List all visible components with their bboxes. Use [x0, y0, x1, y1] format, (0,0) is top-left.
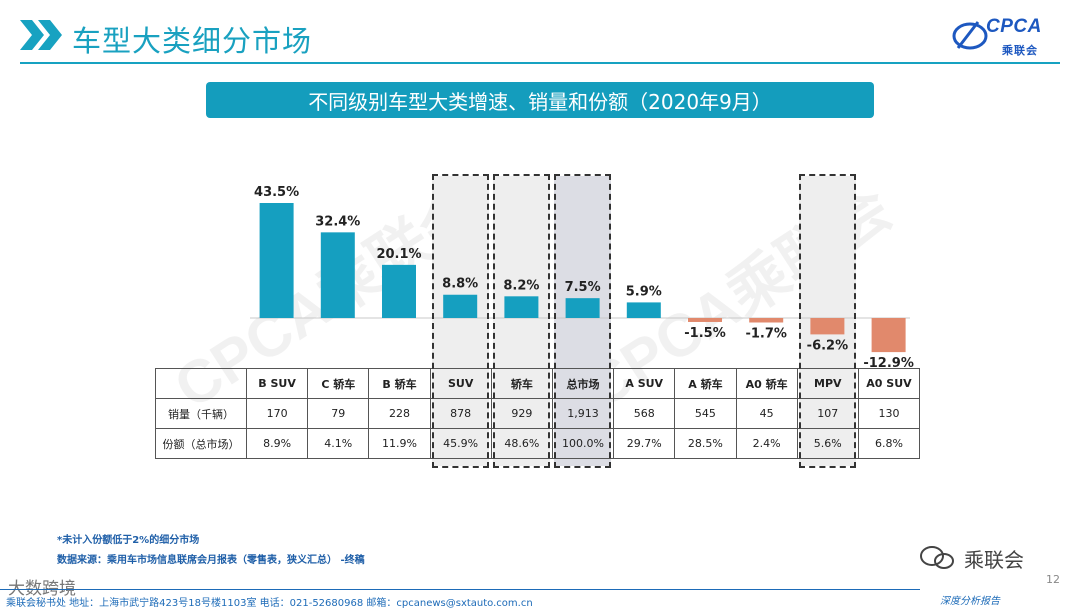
table-cell: 4.1%: [307, 428, 370, 459]
table-cell: 545: [674, 398, 737, 429]
category-header: B 轿车: [368, 368, 431, 399]
category-header: A0 SUV: [857, 368, 921, 399]
highlight-outline: [492, 174, 550, 468]
wechat-icon: [920, 546, 954, 569]
bar-9: [749, 318, 784, 323]
table-corner-cell: [155, 368, 247, 399]
wechat-label: 乘联会: [964, 548, 1024, 572]
footer-contact: 乘联会秘书处 地址：上海市武宁路423号18号楼1103室 电话：021-526…: [6, 598, 533, 609]
data-label-3: 20.1%: [376, 247, 421, 262]
table-cell: 568: [613, 398, 676, 429]
data-label-2: 32.4%: [315, 214, 360, 229]
header-divider: [20, 62, 1060, 64]
table-cell: 45: [735, 398, 798, 429]
table-cell: 45.9%: [429, 428, 492, 459]
data-label-1: 43.5%: [254, 185, 299, 200]
bar-11: [871, 318, 906, 353]
table-cell: 100.0%: [551, 428, 615, 459]
bar-4: [443, 294, 478, 318]
table-cell: 79: [307, 398, 370, 429]
table-cell: 1,913: [551, 398, 615, 429]
bar-3: [382, 264, 416, 318]
data-label-6: 7.5%: [565, 280, 601, 295]
table-cell: 8.9%: [245, 428, 309, 459]
chevron-double-icon: [20, 20, 62, 50]
table-cell: 5.6%: [796, 428, 859, 459]
page-number: 12: [1046, 573, 1060, 586]
category-header: C 轿车: [307, 368, 370, 399]
data-source: 数据来源：乘用车市场信息联席会月报表（零售表，狭义汇总） -终稿: [57, 555, 365, 566]
bar-10: [810, 318, 845, 335]
category-header: MPV: [796, 368, 859, 399]
bar-6: [565, 298, 600, 318]
bar-1: [259, 203, 294, 318]
cpca-logo-icon: [952, 21, 988, 50]
highlight-outline: [431, 174, 489, 468]
logo-subtitle: 乘联会: [1002, 44, 1038, 57]
table-cell: 2.4%: [735, 428, 798, 459]
logo-text: CPCA: [986, 16, 1042, 37]
bar-2: [320, 232, 355, 318]
table-cell: 48.6%: [490, 428, 553, 459]
table-cell: 228: [368, 398, 431, 429]
table-cell: 29.7%: [613, 428, 676, 459]
chart-title-banner: 不同级别车型大类增速、销量和份额（2020年9月）: [206, 82, 874, 118]
data-label-9: -1.7%: [745, 326, 786, 341]
category-header: A SUV: [613, 368, 676, 399]
footnote: *未计入份额低于2%的细分市场: [57, 535, 200, 546]
table-row: 份额（总市场） 8.9% 4.1% 11.9% 45.9% 48.6% 100.0% 29.7…: [155, 428, 921, 459]
table-cell: 6.8%: [857, 428, 921, 459]
category-header: SUV: [429, 368, 492, 399]
data-label-11: -12.9%: [863, 356, 914, 371]
data-label-4: 8.8%: [442, 277, 478, 292]
table-cell: 929: [490, 398, 553, 429]
category-header: A 轿车: [674, 368, 737, 399]
table-cell: 878: [429, 398, 492, 429]
bar-8: [688, 318, 722, 322]
highlight-outline: [554, 174, 612, 468]
table-cell: 28.5%: [674, 428, 737, 459]
table-cell: 130: [857, 398, 921, 429]
footer-report-label: 深度分析报告: [940, 596, 1000, 607]
data-label-10: -6.2%: [807, 338, 848, 353]
category-header: B SUV: [245, 368, 309, 399]
category-header: A0 轿车: [735, 368, 798, 399]
table-header-row: B SUV C 轿车 B 轿车 SUV 轿车 总市场 A SUV A 轿车 A0 轿车 MPV A0…: [155, 368, 921, 399]
page-title: 车型大类细分市场: [72, 24, 313, 58]
highlight-outline: [798, 174, 856, 468]
table-cell: 170: [245, 398, 309, 429]
row-label: 份额（总市场）: [155, 428, 247, 459]
data-label-5: 8.2%: [503, 278, 539, 293]
data-table: B SUV C 轿车 B 轿车 SUV 轿车 总市场 A SUV A 轿车 A0 轿车 MPV A0…: [155, 368, 921, 459]
bar-7: [626, 302, 661, 318]
bar-5: [504, 296, 539, 318]
table-cell: 11.9%: [368, 428, 431, 459]
footer-divider: [0, 589, 920, 590]
row-label: 销量（千辆）: [155, 398, 247, 429]
data-label-7: 5.9%: [626, 284, 662, 299]
data-label-8: -1.5%: [684, 326, 725, 341]
